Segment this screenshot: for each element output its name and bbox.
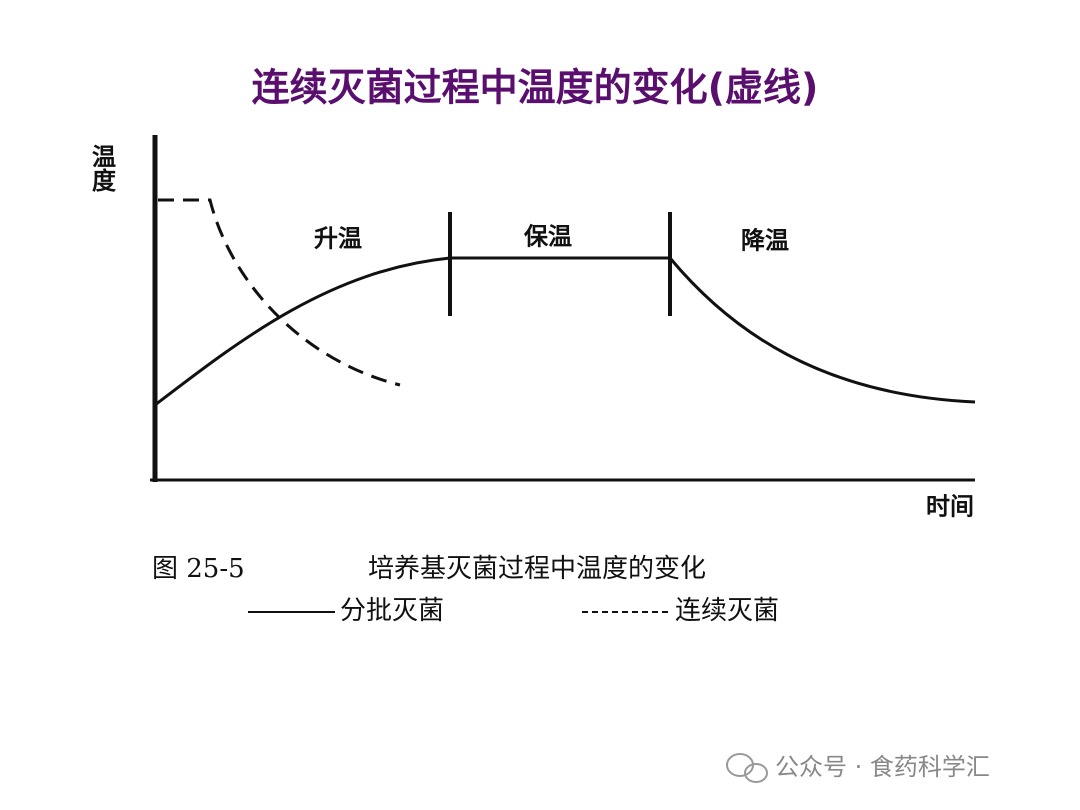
- x-axis-label: 时间: [926, 492, 974, 521]
- legend-label: 连续灭菌: [675, 596, 779, 626]
- batch-curve: [154, 256, 976, 407]
- caption-number: 图 25-5: [152, 554, 245, 584]
- continuous-curve: [158, 198, 401, 387]
- slide-title: 连续灭菌过程中温度的变化(虚线): [252, 66, 819, 110]
- phase-label: 升温: [314, 224, 362, 253]
- watermark: 公众号 · 食药科学汇: [775, 753, 990, 781]
- legend-label: 分批灭菌: [340, 596, 444, 626]
- phase-label: 保温: [523, 222, 572, 251]
- y-axis-label: 温度: [88, 144, 117, 193]
- caption-text: 培养基灭菌过程中温度的变化: [368, 554, 706, 584]
- phase-label: 降温: [741, 226, 789, 255]
- watermark-icon: [726, 753, 768, 783]
